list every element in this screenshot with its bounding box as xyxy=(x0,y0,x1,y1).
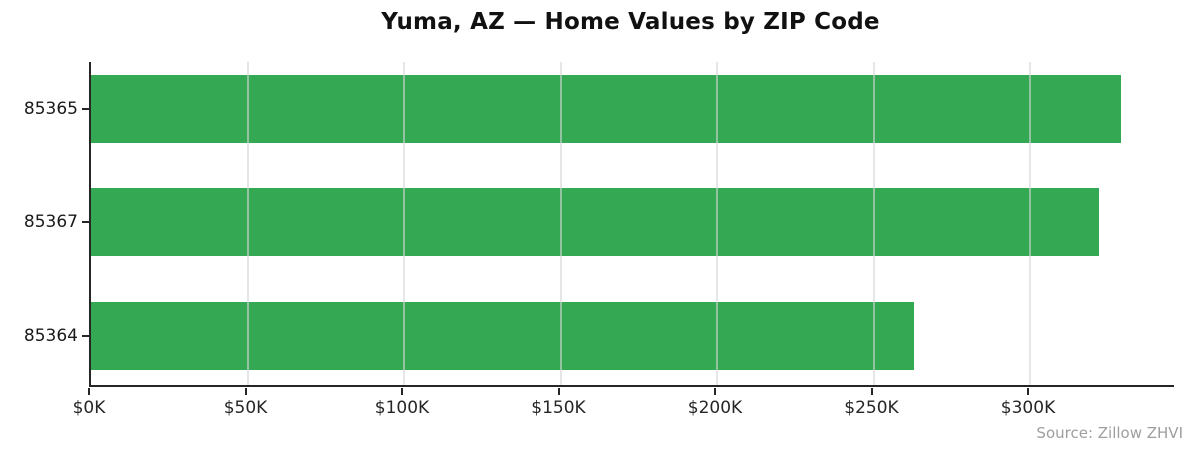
x-tick-label-300K: $300K xyxy=(1000,398,1056,418)
x-tick-label-250K: $250K xyxy=(844,398,899,418)
y-tick-mark xyxy=(82,107,89,110)
gridline xyxy=(403,62,405,385)
gridline xyxy=(872,62,875,385)
x-tick-mark xyxy=(870,387,873,395)
gridline xyxy=(716,62,718,385)
source-note: Source: Zillow ZHVI xyxy=(1036,424,1183,442)
plot-area xyxy=(89,62,1174,387)
y-tick-label-85364: 85364 xyxy=(23,325,78,346)
y-tick-mark xyxy=(82,334,89,337)
x-tick-label-200K: $200K xyxy=(687,398,743,418)
gridline xyxy=(559,62,562,385)
x-tick-label-0K: $0K xyxy=(72,398,106,418)
x-tick-mark xyxy=(401,387,403,395)
bar-85364 xyxy=(91,301,915,370)
gridline xyxy=(1029,62,1032,385)
bar-85365 xyxy=(91,74,1121,143)
chart-title: Yuma, AZ — Home Values by ZIP Code xyxy=(381,9,880,35)
y-tick-label-85365: 85365 xyxy=(23,98,78,119)
x-tick-mark xyxy=(714,387,716,395)
x-tick-mark xyxy=(1027,387,1030,395)
gridline xyxy=(246,62,249,385)
y-tick-mark xyxy=(82,221,89,223)
x-tick-label-150K: $150K xyxy=(531,398,586,418)
bar-85367 xyxy=(91,188,1099,256)
x-tick-label-50K: $50K xyxy=(223,398,268,418)
x-tick-mark xyxy=(88,387,90,395)
x-tick-mark xyxy=(557,387,560,395)
y-tick-label-85367: 85367 xyxy=(23,212,78,232)
x-tick-mark xyxy=(244,387,247,395)
x-tick-label-100K: $100K xyxy=(374,398,430,418)
